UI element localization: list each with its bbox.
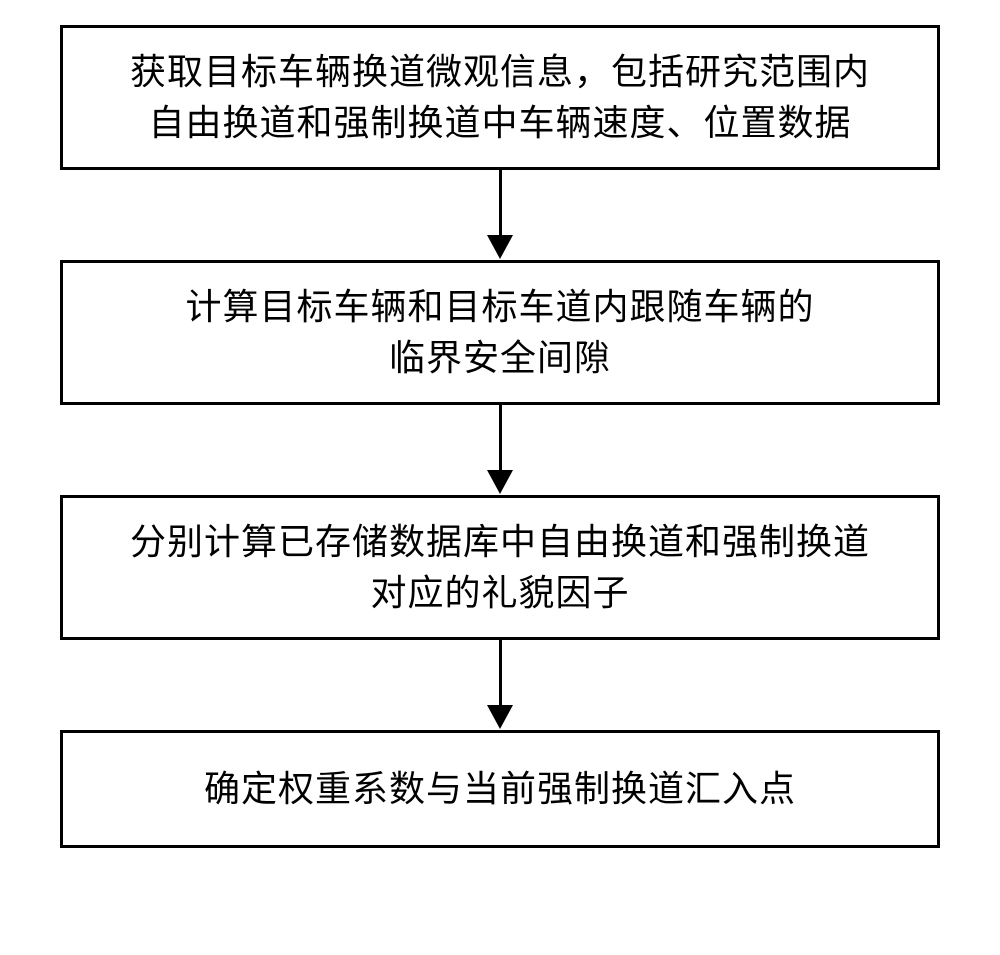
arrow-line — [499, 170, 502, 235]
arrow-1 — [487, 170, 513, 260]
arrow-line — [499, 640, 502, 705]
step-1-line-1: 获取目标车辆换道微观信息，包括研究范围内 — [130, 47, 870, 97]
step-4-line-1: 确定权重系数与当前强制换道汇入点 — [204, 764, 796, 814]
arrow-3 — [487, 640, 513, 730]
flowchart-container: 获取目标车辆换道微观信息，包括研究范围内 自由换道和强制换道中车辆速度、位置数据… — [25, 25, 975, 848]
step-2-line-2: 临界安全间隙 — [389, 333, 611, 383]
arrow-head-icon — [487, 235, 513, 259]
flowchart-step-4: 确定权重系数与当前强制换道汇入点 — [60, 730, 940, 848]
step-2-line-1: 计算目标车辆和目标车道内跟随车辆的 — [185, 282, 814, 332]
arrow-2 — [487, 405, 513, 495]
arrow-head-icon — [487, 705, 513, 729]
arrow-line — [499, 405, 502, 470]
step-3-line-2: 对应的礼貌因子 — [370, 568, 629, 618]
step-1-line-2: 自由换道和强制换道中车辆速度、位置数据 — [148, 98, 851, 148]
step-3-line-1: 分别计算已存储数据库中自由换道和强制换道 — [130, 517, 870, 567]
arrow-head-icon — [487, 470, 513, 494]
flowchart-step-3: 分别计算已存储数据库中自由换道和强制换道 对应的礼貌因子 — [60, 495, 940, 640]
flowchart-step-2: 计算目标车辆和目标车道内跟随车辆的 临界安全间隙 — [60, 260, 940, 405]
flowchart-step-1: 获取目标车辆换道微观信息，包括研究范围内 自由换道和强制换道中车辆速度、位置数据 — [60, 25, 940, 170]
